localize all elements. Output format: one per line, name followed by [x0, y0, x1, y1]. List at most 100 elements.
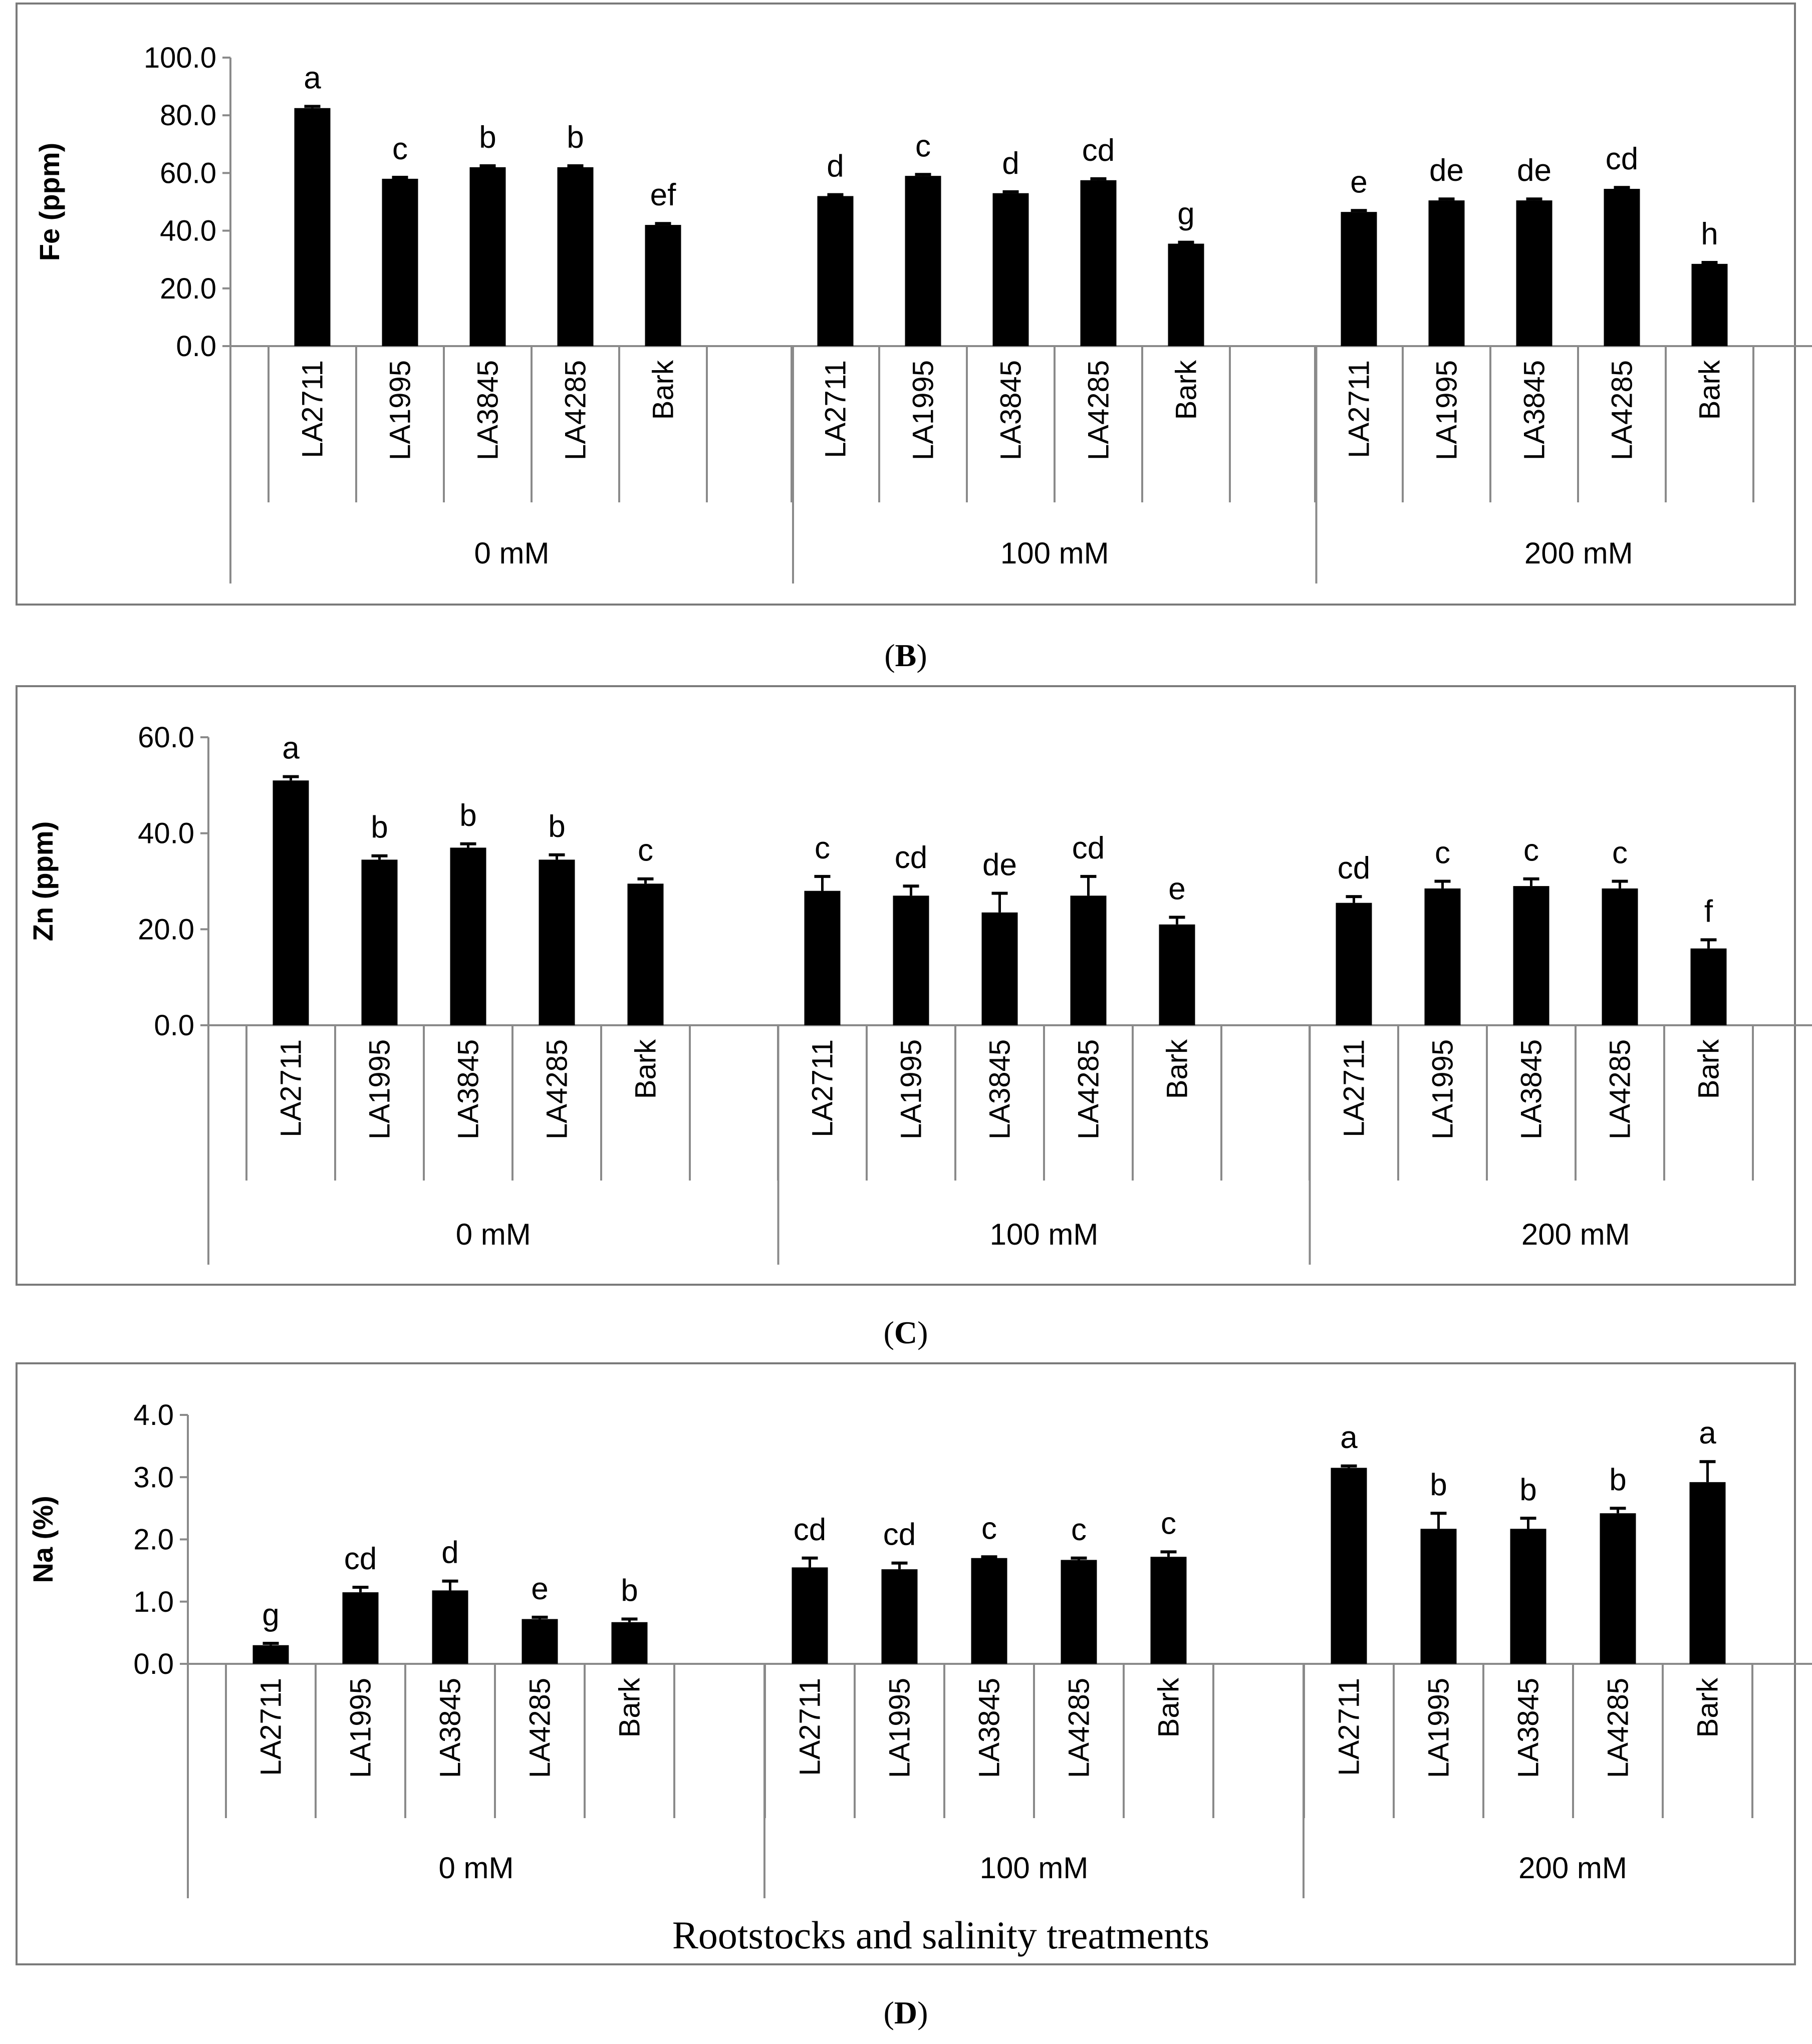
panel-c-frame [16, 685, 1796, 1286]
bar [1516, 200, 1552, 346]
panel-d-label-open: ( [884, 1995, 894, 2030]
category-tick-label: LA2711 [255, 1678, 288, 1776]
y-tick-label: 20.0 [160, 272, 216, 305]
chart-na: 0.01.02.03.04.0Na (%)0 mMgLA2711cdLA1995… [27, 1399, 1812, 1957]
significance-letter: b [621, 1574, 638, 1608]
significance-letter: e [1350, 165, 1367, 199]
significance-letter: c [915, 129, 931, 163]
group-label: 200 mM [1521, 1218, 1630, 1251]
significance-letter: b [1609, 1463, 1626, 1497]
bar [1689, 1482, 1726, 1664]
category-tick-label: LA3845 [995, 360, 1027, 460]
significance-letter: de [1429, 153, 1464, 188]
bar [1690, 948, 1727, 1025]
bar [645, 225, 681, 346]
y-tick-label: 0.0 [176, 330, 216, 363]
category-tick-label: LA4285 [560, 360, 592, 460]
bar [361, 859, 398, 1025]
category-tick-label: LA3845 [1512, 1678, 1545, 1778]
category-tick-label: LA2711 [794, 1678, 827, 1776]
bar [1336, 903, 1372, 1025]
bar [881, 1569, 918, 1664]
category-tick-label: LA2711 [1338, 1039, 1371, 1137]
significance-letter: d [827, 149, 844, 184]
bar [905, 176, 941, 346]
panel-b-label: (B) [884, 638, 927, 673]
bar [450, 847, 486, 1025]
bar [539, 859, 575, 1025]
category-tick-label: LA2711 [1343, 360, 1376, 458]
bar [1080, 180, 1117, 346]
x-axis-title: Rootstocks and salinity treatments [672, 1913, 1209, 1957]
category-tick-label: LA3845 [472, 360, 504, 460]
category-tick-label: Bark [1692, 1677, 1724, 1737]
significance-letter: a [282, 731, 300, 766]
category-tick-label: LA4285 [1083, 360, 1115, 460]
y-tick-label: 100.0 [144, 42, 216, 74]
significance-letter: cd [1338, 851, 1370, 886]
category-tick-label: LA4285 [1073, 1039, 1105, 1139]
bar [1331, 1468, 1367, 1664]
significance-letter: b [1519, 1473, 1536, 1507]
panel-b-label-letter: B [895, 638, 917, 673]
group-label: 0 mM [456, 1218, 531, 1251]
bar [252, 1645, 289, 1664]
significance-letter: cd [883, 1518, 916, 1552]
significance-letter: cd [1082, 133, 1115, 168]
panel-d-label-close: ) [917, 1995, 928, 2030]
y-axis-label: Fe (ppm) [34, 143, 65, 261]
category-tick-label: LA1995 [895, 1039, 928, 1139]
category-tick-label: Bark [1153, 1677, 1185, 1737]
category-tick-label: Bark [1161, 1039, 1194, 1099]
bar [992, 193, 1029, 346]
panel-d-label-letter: D [894, 1995, 917, 2030]
significance-letter: cd [794, 1513, 826, 1547]
significance-letter: de [982, 847, 1017, 882]
y-tick-label: 4.0 [133, 1399, 174, 1431]
bar [627, 884, 664, 1025]
bar [1150, 1557, 1187, 1664]
significance-letter: a [304, 61, 321, 95]
panel-c-label-letter: C [894, 1315, 917, 1350]
category-tick-label: LA4285 [1606, 360, 1639, 460]
bar [971, 1558, 1007, 1664]
y-tick-label: 60.0 [138, 721, 194, 754]
category-tick-label: Bark [614, 1677, 646, 1737]
y-tick-label: 1.0 [133, 1586, 174, 1618]
significance-letter: d [1002, 146, 1019, 181]
category-tick-label: LA1995 [364, 1039, 396, 1139]
significance-letter: c [1161, 1506, 1176, 1541]
category-tick-label: LA2711 [820, 360, 852, 458]
significance-letter: b [479, 120, 496, 155]
bar [981, 912, 1018, 1025]
category-tick-label: LA1995 [345, 1678, 377, 1778]
significance-letter: cd [344, 1542, 377, 1576]
chart-zn: 0.0 20.0 40.0 60.0 Zn (ppm) 0 mM a LA2711 b LA199… [27, 721, 1812, 1265]
significance-letter: b [1430, 1468, 1447, 1502]
significance-letter: c [815, 831, 830, 865]
bar [1513, 886, 1549, 1025]
bar [273, 780, 309, 1025]
y-axis-label: Na (%) [27, 1496, 59, 1583]
panel-d-label: (D) [884, 1995, 928, 2030]
group-label: 100 mM [990, 1218, 1099, 1251]
category-tick-label: LA3845 [1518, 360, 1551, 460]
panel-c-label-open: ( [884, 1315, 894, 1350]
category-tick-label: LA3845 [984, 1039, 1016, 1139]
significance-letter: f [1704, 894, 1713, 929]
category-tick-label: LA3845 [1515, 1039, 1548, 1139]
panel-c-label-close: ) [917, 1315, 928, 1350]
significance-letter: g [262, 1598, 279, 1632]
significance-letter: c [1435, 836, 1450, 870]
chart-fe: 0.0 20.0 40.0 60.0 80.0 100.0 Fe (ppm) 0 mM a LA2… [34, 42, 1812, 583]
category-tick-label: LA4285 [524, 1678, 557, 1778]
bar [1420, 1529, 1457, 1664]
y-tick-label: 40.0 [138, 817, 194, 850]
bar [1168, 243, 1204, 346]
category-tick-label: LA2711 [807, 1039, 839, 1137]
bar [382, 178, 418, 346]
category-tick-label: LA3845 [973, 1678, 1006, 1778]
bar [1159, 924, 1195, 1025]
panel-b-frame [16, 3, 1796, 606]
significance-letter: d [441, 1536, 458, 1570]
